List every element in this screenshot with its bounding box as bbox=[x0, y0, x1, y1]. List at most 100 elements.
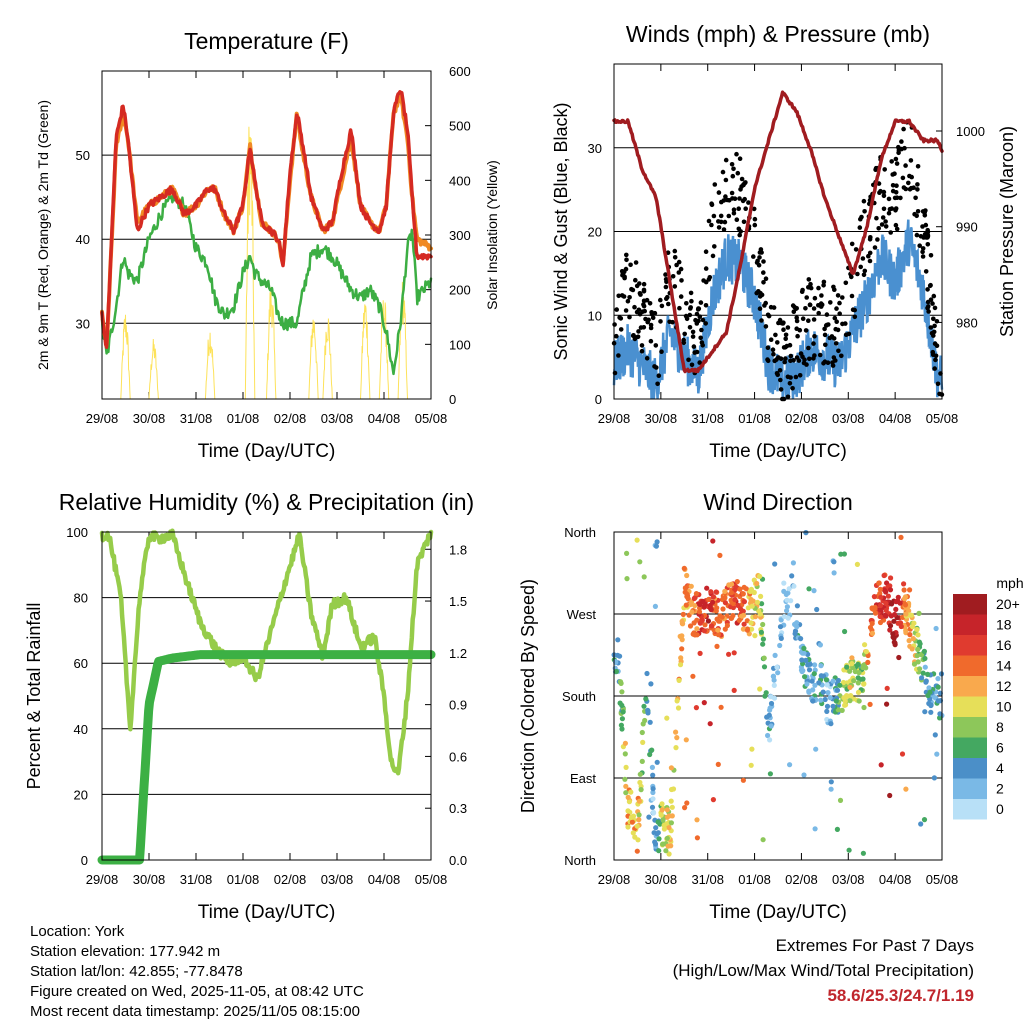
gust-dot bbox=[834, 306, 839, 311]
direction-dot bbox=[728, 590, 735, 596]
gust-dot bbox=[861, 272, 867, 278]
gust-dot bbox=[927, 283, 933, 289]
gust-dot bbox=[719, 199, 724, 205]
gust-dot bbox=[736, 206, 741, 211]
direction-dot bbox=[806, 586, 812, 592]
direction-dot bbox=[784, 608, 790, 614]
direction-dot bbox=[663, 848, 669, 854]
gust-dot bbox=[925, 242, 931, 247]
direction-dot bbox=[934, 751, 940, 757]
gust-dot bbox=[757, 255, 762, 260]
direction-dot bbox=[623, 783, 629, 789]
direction-dot bbox=[834, 826, 841, 833]
gust-dot bbox=[639, 343, 645, 348]
gust-dot bbox=[832, 315, 838, 321]
direction-dot bbox=[811, 671, 817, 677]
gust-dot bbox=[816, 310, 821, 316]
extremes-values: 58.6/25.3/24.7/1.19 bbox=[827, 986, 974, 1005]
gust-dot bbox=[686, 357, 691, 363]
gust-dot bbox=[811, 317, 817, 322]
direction-dot bbox=[814, 606, 820, 613]
gust-dot bbox=[663, 284, 669, 290]
direction-dot bbox=[789, 573, 795, 579]
direction-dot bbox=[901, 587, 907, 593]
direction-dot bbox=[828, 779, 834, 785]
gust-dot bbox=[861, 198, 867, 204]
plot-frame bbox=[613, 531, 943, 861]
direction-dot bbox=[862, 642, 868, 648]
gust-dot bbox=[641, 281, 647, 287]
direction-dot bbox=[749, 746, 755, 752]
gust-dot bbox=[889, 159, 894, 164]
solar-trace bbox=[308, 319, 319, 400]
gust-dot bbox=[618, 327, 624, 332]
direction-dot bbox=[891, 618, 897, 624]
direction-dot bbox=[928, 709, 934, 715]
x-tick-label: 29/08 bbox=[86, 411, 119, 426]
direction-dot bbox=[641, 574, 647, 580]
direction-dot bbox=[918, 821, 924, 827]
gust-dot bbox=[914, 213, 919, 219]
direction-dot bbox=[668, 798, 674, 804]
direction-dot bbox=[830, 703, 836, 709]
gust-dot bbox=[857, 225, 863, 230]
gust-dot bbox=[795, 333, 800, 339]
direction-dot bbox=[758, 629, 765, 635]
direction-dot bbox=[630, 813, 637, 819]
legend-swatch bbox=[953, 737, 987, 758]
direction-dot bbox=[748, 586, 755, 593]
direction-dot bbox=[668, 843, 674, 849]
direction-dot bbox=[708, 607, 714, 613]
y-tick-label: 30 bbox=[588, 141, 602, 156]
direction-dot bbox=[676, 677, 682, 684]
direction-dot bbox=[824, 682, 830, 688]
direction-dot bbox=[781, 613, 787, 620]
direction-dot bbox=[786, 586, 792, 592]
direction-dot bbox=[651, 810, 657, 816]
direction-dot bbox=[777, 642, 783, 649]
gust-dot bbox=[811, 341, 816, 346]
direction-dot bbox=[830, 678, 836, 684]
direction-dot bbox=[669, 786, 675, 793]
direction-dot bbox=[860, 850, 867, 856]
direction-dot bbox=[683, 737, 689, 743]
station-info: Location: York Station elevation: 177.94… bbox=[30, 922, 364, 1022]
gust-dot bbox=[730, 196, 735, 201]
legend-swatch bbox=[953, 635, 987, 656]
gust-dot bbox=[756, 289, 761, 294]
extremes-box: Extremes For Past 7 Days (High/Low/Max W… bbox=[673, 933, 974, 1008]
direction-dot bbox=[767, 771, 774, 777]
gust-dot bbox=[867, 258, 873, 264]
gust-dot bbox=[812, 295, 818, 301]
direction-dot bbox=[715, 627, 721, 633]
direction-dot bbox=[643, 696, 649, 702]
y-tick-label: 0 bbox=[595, 392, 602, 407]
x-tick-label: 02/08 bbox=[785, 411, 818, 426]
gust-dot bbox=[928, 253, 934, 258]
gust-dot bbox=[930, 352, 936, 358]
gust-dot bbox=[921, 235, 926, 240]
direction-dot bbox=[636, 798, 643, 804]
gust-dot bbox=[783, 336, 788, 342]
x-tick-label: 03/08 bbox=[321, 411, 354, 426]
direction-dot bbox=[915, 646, 921, 653]
gust-dot bbox=[631, 333, 636, 338]
gust-dot bbox=[881, 206, 887, 212]
gust-dot bbox=[920, 246, 926, 251]
gust-dot bbox=[659, 303, 665, 309]
direction-dot bbox=[791, 583, 797, 589]
gust-dot bbox=[737, 232, 742, 238]
latest-timestamp-text: Most recent data timestamp: 2025/11/05 0… bbox=[30, 1003, 360, 1020]
winds-pressure-panel: Winds (mph) & Pressure (mb) Time (Day/UTC… bbox=[551, 21, 1017, 462]
x-tick-label: 03/08 bbox=[321, 872, 354, 887]
direction-dot bbox=[694, 626, 700, 632]
direction-dot bbox=[682, 805, 688, 811]
gust-dot bbox=[886, 210, 892, 216]
gust-dot bbox=[776, 355, 781, 360]
direction-dot bbox=[839, 707, 845, 714]
direction-dot bbox=[640, 739, 646, 746]
solar-trace bbox=[378, 300, 390, 400]
gust-dot bbox=[687, 325, 693, 330]
gust-dot bbox=[901, 185, 907, 190]
